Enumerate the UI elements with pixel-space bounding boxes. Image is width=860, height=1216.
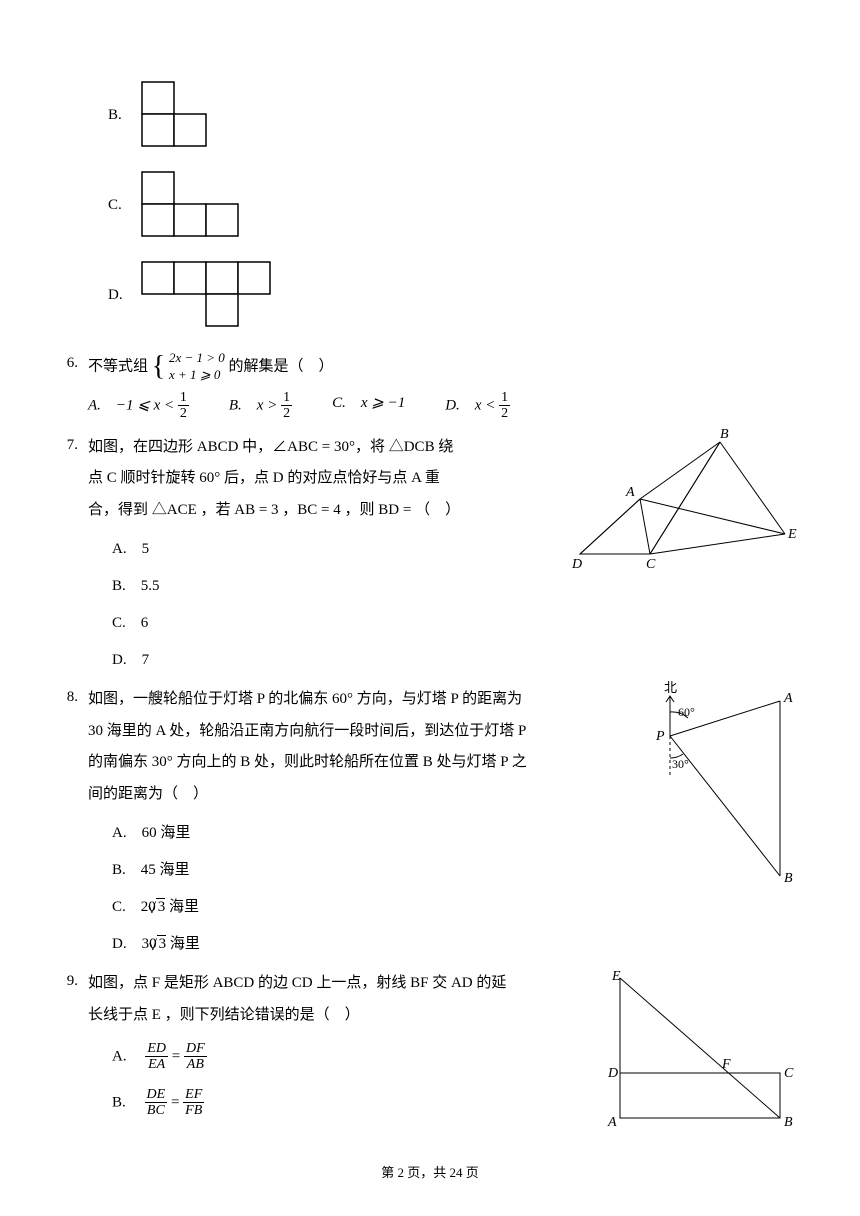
grid-d [140, 260, 274, 330]
q7-body: 如图，在四边形 ABCD 中，∠ABC = 30°，将 △DCB 绕点 C 顺时… [88, 432, 800, 675]
q7-opt-d: D. 7 [112, 647, 800, 674]
q9-text: 如图，点 F 是矩形 ABCD 的边 CD 上一点，射线 BF 交 AD 的延长… [88, 968, 518, 1031]
q7-diagram: B A D C E [570, 424, 800, 574]
question-7: 7. 如图，在四边形 ABCD 中，∠ABC = 30°，将 △DCB 绕点 C… [60, 432, 800, 675]
q7-lbl-e: E [787, 527, 797, 542]
q6-system: 2x − 1 > 0 x + 1 ⩾ 0 [169, 350, 225, 384]
q8-lbl-p: P [655, 729, 665, 744]
q6-opt-a: A. −1 ⩽ x < 12 [88, 390, 189, 422]
q9-diagram: E D C A B F [600, 968, 800, 1128]
q6-opt-c: C. x ⩾ −1 [332, 390, 405, 422]
q8-lbl-30: 30° [672, 757, 689, 771]
q8-lbl-b: B [784, 871, 793, 886]
brace-icon: { [152, 356, 165, 378]
q7-lbl-a: A [625, 485, 635, 500]
q9-lbl-b: B [784, 1115, 793, 1128]
question-9: 9. 如图，点 F 是矩形 ABCD 的边 CD 上一点，射线 BF 交 AD … [60, 968, 800, 1119]
q8-text: 如图，一艘轮船位于灯塔 P 的北偏东 60° 方向，与灯塔 P 的距离为 30 … [88, 684, 528, 810]
q9-number: 9. [60, 968, 88, 1119]
q8-diagram: 北 A P B 60° 30° [650, 676, 800, 886]
option-c-figure: C. [108, 170, 800, 240]
q7-lbl-d: D [571, 557, 582, 572]
page-footer: 第 2 页，共 24 页 [0, 1161, 860, 1184]
q6-opt-b: B. x > 12 [229, 390, 292, 422]
q6-opt-d: D. x < 12 [445, 390, 510, 422]
q8-lbl-n: 北 [664, 680, 677, 695]
q9-lbl-f: F [721, 1057, 731, 1072]
q8-body: 如图，一艘轮船位于灯塔 P 的北偏东 60° 方向，与灯塔 P 的距离为 30 … [88, 684, 800, 958]
q8-number: 8. [60, 684, 88, 958]
grid-c [140, 170, 242, 240]
q7-lbl-c: C [646, 557, 656, 572]
q6-number: 6. [60, 350, 88, 422]
grid-b [140, 80, 210, 150]
question-6: 6. 不等式组 { 2x − 1 > 0 x + 1 ⩾ 0 的解集是（ ） A… [60, 350, 800, 422]
q6-sys1: 2x − 1 > 0 [169, 350, 225, 367]
q7-text: 如图，在四边形 ABCD 中，∠ABC = 30°，将 △DCB 绕点 C 顺时… [88, 432, 468, 527]
q8-opt-c: C. 20√3 海里 [112, 894, 800, 921]
q8-lbl-a: A [783, 691, 793, 706]
q6-body: 不等式组 { 2x − 1 > 0 x + 1 ⩾ 0 的解集是（ ） A. −… [88, 350, 800, 422]
q9-lbl-a: A [607, 1115, 617, 1128]
option-b-label: B. [108, 102, 140, 129]
q6-after: 的解集是（ ） [229, 358, 334, 374]
option-b-figure: B. [108, 80, 800, 150]
q6-before: 不等式组 [88, 358, 148, 374]
q8-lbl-60: 60° [678, 705, 695, 719]
q6-options: A. −1 ⩽ x < 12 B. x > 12 C. x ⩾ −1 D. x … [88, 390, 800, 422]
q6-text: 不等式组 { 2x − 1 > 0 x + 1 ⩾ 0 的解集是（ ） [88, 350, 800, 384]
q7-lbl-b: B [720, 427, 729, 442]
q8-opt-d: D. 30√3 海里 [112, 931, 800, 958]
q9-lbl-e: E [611, 969, 621, 984]
option-d-figure: D. [108, 260, 800, 330]
q9-body: 如图，点 F 是矩形 ABCD 的边 CD 上一点，射线 BF 交 AD 的延长… [88, 968, 800, 1119]
option-d-label: D. [108, 282, 140, 309]
q7-opt-b: B. 5.5 [112, 573, 800, 600]
q7-number: 7. [60, 432, 88, 675]
question-8: 8. 如图，一艘轮船位于灯塔 P 的北偏东 60° 方向，与灯塔 P 的距离为 … [60, 684, 800, 958]
q7-opt-c: C. 6 [112, 610, 800, 637]
q9-lbl-c: C [784, 1066, 794, 1081]
q6-sys2: x + 1 ⩾ 0 [169, 367, 225, 384]
option-c-label: C. [108, 192, 140, 219]
q9-lbl-d: D [607, 1066, 618, 1081]
